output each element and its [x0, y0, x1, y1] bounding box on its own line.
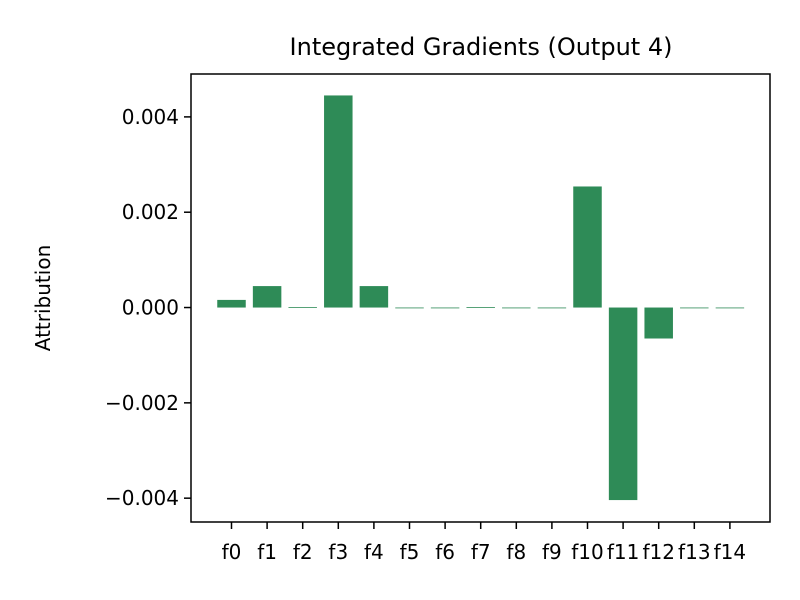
y-tick-label: 0.002 — [122, 200, 179, 224]
x-tick-label-f3: f3 — [328, 540, 348, 564]
y-ticks-group: −0.004 −0.002 0.000 0.002 0.004 — [105, 105, 191, 510]
x-tick-label-f13: f13 — [678, 540, 711, 564]
x-tick-label-f2: f2 — [293, 540, 313, 564]
bar-f3 — [324, 95, 353, 308]
bar-f10 — [573, 186, 602, 308]
y-tick-label: 0.000 — [122, 296, 179, 320]
x-tick-label-f9: f9 — [542, 540, 562, 564]
bar-f1 — [252, 286, 282, 308]
y-tick-label: −0.002 — [105, 391, 179, 415]
x-tick-label-f12: f12 — [642, 540, 675, 564]
bar-f9 — [537, 307, 567, 309]
x-ticks-group: f0 f1 f2 f3 f4 f5 f6 f7 f8 f9 f10 f11 f12 f13 f14 — [222, 522, 747, 564]
bar-f4 — [359, 286, 389, 308]
bar-f0 — [217, 299, 246, 308]
bar-f13 — [680, 307, 709, 309]
x-tick-label-f1: f1 — [257, 540, 277, 564]
bar-f6 — [430, 307, 460, 309]
y-axis-label: Attribution — [31, 245, 55, 351]
bar-f7 — [466, 307, 495, 308]
x-tick-label-f4: f4 — [364, 540, 384, 564]
x-tick-label-f11: f11 — [607, 540, 640, 564]
x-tick-label-f0: f0 — [222, 540, 242, 564]
x-tick-label-f14: f14 — [714, 540, 747, 564]
x-tick-label-f6: f6 — [435, 540, 455, 564]
x-tick-label-f10: f10 — [571, 540, 604, 564]
bar-f14 — [715, 307, 745, 309]
bar-f11 — [608, 307, 638, 501]
bar-f5 — [395, 307, 424, 309]
x-tick-label-f8: f8 — [506, 540, 526, 564]
y-tick-label: 0.004 — [122, 105, 179, 129]
plot-frame — [190, 73, 771, 523]
bars-group — [217, 95, 745, 501]
chart-title: Integrated Gradients (Output 4) — [290, 33, 673, 61]
bar-f8 — [502, 307, 531, 309]
bar-f12 — [644, 307, 673, 339]
y-tick-label: −0.004 — [105, 486, 179, 510]
bar-f2 — [288, 307, 317, 308]
x-tick-label-f7: f7 — [471, 540, 491, 564]
x-tick-label-f5: f5 — [400, 540, 420, 564]
